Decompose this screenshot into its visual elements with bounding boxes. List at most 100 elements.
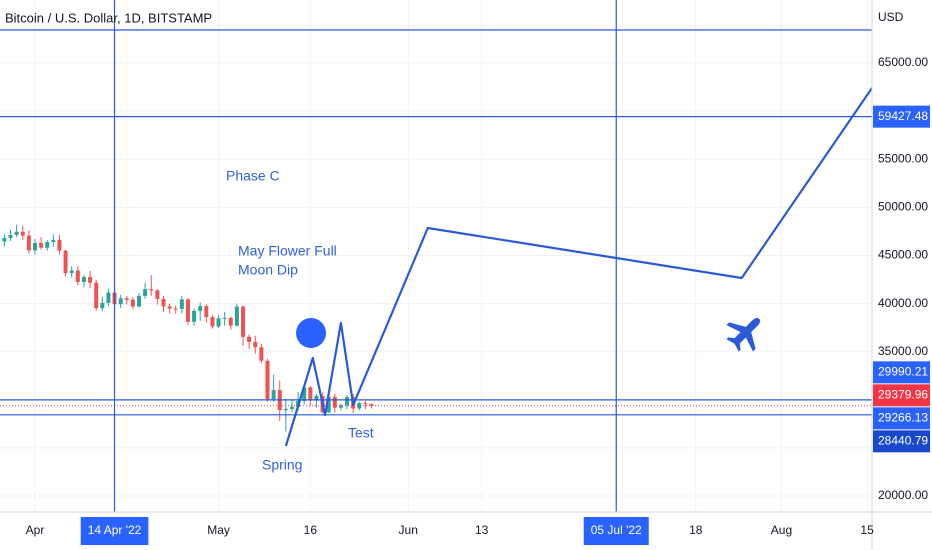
- candle-body: [130, 299, 135, 307]
- candle-body: [302, 387, 307, 402]
- price-label: 28440.79: [878, 434, 928, 448]
- candle-body: [363, 403, 368, 405]
- x-tick-label: Jun: [399, 523, 418, 537]
- x-tick-label: Apr: [26, 523, 45, 537]
- price-label-box: [873, 430, 930, 453]
- candle-body: [149, 289, 154, 291]
- y-tick-label: 20000.00: [878, 488, 928, 502]
- candle-body: [198, 306, 203, 311]
- price-label: 29379.96: [878, 388, 928, 402]
- candle-body: [345, 397, 350, 406]
- candle-body: [253, 341, 258, 348]
- candle-body: [2, 237, 7, 242]
- candle-body: [283, 408, 288, 411]
- candle-body: [357, 403, 362, 409]
- candle-body: [63, 250, 68, 274]
- candle-body: [57, 240, 62, 251]
- vline-label-box: [583, 517, 649, 545]
- candle-body: [314, 395, 319, 401]
- annotation: Moon Dip: [238, 262, 298, 278]
- candle-body: [192, 310, 197, 322]
- price-label-box: [873, 361, 930, 384]
- candle-body: [216, 318, 221, 327]
- candle-body: [308, 387, 313, 401]
- candle-body: [100, 302, 105, 309]
- candle-body: [271, 390, 276, 400]
- x-tick-label: 16: [304, 523, 318, 537]
- candle-body: [228, 317, 233, 326]
- x-tick-label: 13: [475, 523, 489, 537]
- candle-body: [369, 404, 374, 406]
- x-tick-label: 18: [689, 523, 703, 537]
- price-label-box: [873, 384, 930, 407]
- vline-label-box: [80, 517, 149, 545]
- candle-body: [185, 299, 190, 322]
- candle-body: [234, 306, 239, 326]
- annotation: Phase C: [226, 168, 280, 184]
- candle-body: [241, 306, 246, 337]
- candle-body: [94, 282, 99, 309]
- candle-body: [204, 306, 209, 318]
- x-tick-label: 15: [860, 523, 874, 537]
- y-tick-label: 55000.00: [878, 151, 928, 165]
- candle-body: [75, 270, 80, 282]
- price-label: 29990.21: [878, 365, 928, 379]
- vline-label: 05 Jul '22: [591, 523, 642, 537]
- annotation: May Flower Full: [238, 243, 337, 259]
- candle-body: [51, 240, 56, 242]
- candle-body: [8, 234, 13, 238]
- candle-body: [20, 231, 25, 236]
- annotation: Test: [348, 425, 374, 441]
- candle-body: [338, 405, 343, 408]
- drawings: [0, 0, 873, 512]
- candle-body: [124, 298, 129, 300]
- vline-label: 14 Apr '22: [88, 523, 142, 537]
- price-axis: [872, 0, 932, 550]
- currency: USD: [878, 10, 904, 24]
- candle-body: [332, 396, 337, 408]
- candle-body: [81, 277, 86, 282]
- axes: 20000.0025000.0030000.0035000.0040000.00…: [26, 55, 930, 545]
- price-label: 59427.48: [878, 109, 928, 123]
- y-tick-label: 35000.00: [878, 344, 928, 358]
- candle-body: [247, 336, 252, 342]
- airplane-icon: [726, 317, 761, 352]
- grid: [0, 0, 872, 512]
- candle-body: [137, 295, 142, 307]
- y-tick-label: 50000.00: [878, 200, 928, 214]
- candle-body: [265, 360, 270, 400]
- y-tick-label: 65000.00: [878, 55, 928, 69]
- price-label: 29266.13: [878, 411, 928, 425]
- candle-body: [326, 396, 331, 413]
- price-label-box: [873, 407, 930, 430]
- candle-body: [167, 306, 172, 309]
- candle-body: [45, 241, 50, 248]
- candle-body: [88, 277, 93, 283]
- candle-body: [289, 406, 294, 409]
- currency-box: [874, 4, 930, 34]
- candle-body: [32, 242, 37, 251]
- annotation: Spring: [262, 457, 302, 473]
- candle-body: [26, 235, 31, 251]
- chart-title: Bitcoin / U.S. Dollar, 1D, BITSTAMP: [5, 10, 212, 25]
- forecast-path: [284, 87, 873, 447]
- candle-body: [69, 270, 74, 274]
- candle-body: [155, 290, 160, 299]
- time-axis: [0, 512, 932, 550]
- candle-body: [118, 298, 123, 305]
- x-tick-label: May: [207, 523, 230, 537]
- candle-body: [210, 317, 215, 327]
- candle-body: [259, 347, 264, 361]
- circle-shape: [296, 318, 326, 348]
- candle-body: [161, 298, 166, 307]
- candle-body: [143, 289, 148, 296]
- candle-body: [179, 299, 184, 309]
- candle-body: [222, 317, 227, 319]
- candle-body: [14, 231, 19, 235]
- price-label-box: [873, 105, 930, 128]
- y-tick-label: 40000.00: [878, 296, 928, 310]
- y-tick-label: 45000.00: [878, 248, 928, 262]
- candle-body: [106, 292, 111, 303]
- candle-body: [173, 308, 178, 310]
